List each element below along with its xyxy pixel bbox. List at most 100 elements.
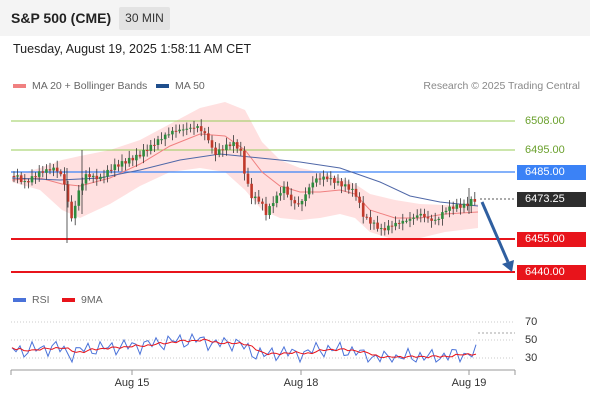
candle-body <box>372 222 376 224</box>
candle-body <box>369 217 372 224</box>
candle-body <box>138 154 142 157</box>
candle-body <box>253 196 257 199</box>
candle-body <box>383 228 387 231</box>
candle-body <box>41 171 45 173</box>
candle-body <box>171 130 174 135</box>
candle-body <box>361 202 365 217</box>
candle-body <box>340 181 343 187</box>
candle-body <box>257 196 261 202</box>
candle-body <box>354 188 358 197</box>
legend-rsi: RSI <box>13 294 50 306</box>
candle-body <box>430 218 433 221</box>
candle-body <box>135 154 138 161</box>
candle-body <box>293 200 297 204</box>
candle-body <box>109 169 113 171</box>
current-price-label: 6473.25 <box>517 192 586 207</box>
candle-body <box>174 130 178 132</box>
date-label-aug18: Aug 18 <box>283 377 319 389</box>
rsi-30-label: 30 <box>525 352 538 364</box>
candle-body <box>462 203 466 208</box>
candle-body <box>412 217 415 219</box>
candle-body <box>59 171 63 175</box>
candle-body <box>289 194 293 201</box>
candle-body <box>261 201 264 204</box>
candle-body <box>441 212 444 219</box>
rsi-line <box>11 332 477 364</box>
candle-body <box>167 134 171 136</box>
chart-header <box>0 0 590 36</box>
legend-rsi-label: RSI <box>32 294 50 306</box>
date-label-aug19: Aug 19 <box>451 377 487 389</box>
candle-body <box>437 218 441 220</box>
candle-body <box>214 147 217 155</box>
candle-body <box>282 186 286 194</box>
candle-body <box>408 218 412 221</box>
candle-body <box>473 198 477 202</box>
candle-body <box>55 167 59 172</box>
candle-body <box>210 140 214 148</box>
candle-body <box>347 184 351 190</box>
candle-body <box>181 129 185 131</box>
candle-body <box>390 225 394 227</box>
candle-body <box>232 142 235 147</box>
legend-swatch-rsi-ma <box>62 298 75 302</box>
candle-body <box>95 175 99 180</box>
candle-body <box>358 196 361 203</box>
candle-body <box>322 176 325 180</box>
legend-rsi-ma: 9MA <box>62 294 103 306</box>
legend-rsi-ma-label: 9MA <box>81 294 103 306</box>
candle-body <box>113 164 117 171</box>
candle-body <box>268 206 271 216</box>
legend-bollinger: MA 20 + Bollinger Bands <box>13 80 147 92</box>
copyright-text: Research © 2025 Trading Central <box>423 80 580 92</box>
candle-body <box>77 190 81 206</box>
candle-body <box>333 178 336 183</box>
candle-body <box>30 176 34 183</box>
candle-body <box>12 176 16 177</box>
candle-body <box>149 144 153 151</box>
candle-body <box>145 150 149 152</box>
candle-body <box>264 203 268 216</box>
candle-body <box>48 169 52 171</box>
candle-body <box>451 206 455 209</box>
candle-body <box>124 161 127 164</box>
rsi-50-label: 50 <box>525 334 538 346</box>
ma20-line <box>11 133 479 219</box>
candle-body <box>444 210 448 213</box>
candle-body <box>466 203 469 207</box>
candle-body <box>318 178 322 180</box>
candle-body <box>415 215 419 218</box>
candle-body <box>153 144 156 146</box>
candle-body <box>221 149 225 151</box>
timeframe-button[interactable]: 30 MIN <box>119 7 170 30</box>
candle-body <box>297 203 300 205</box>
candle-body <box>275 195 279 204</box>
legend-bollinger-label: MA 20 + Bollinger Bands <box>32 80 148 92</box>
rsi-panel <box>11 321 515 364</box>
legend-swatch-rsi <box>13 298 26 302</box>
candle-body <box>376 222 379 229</box>
chart-datetime: Tuesday, August 19, 2025 1:58:11 AM CET <box>13 42 252 56</box>
candle-body <box>343 184 347 187</box>
rsi-ma-line <box>11 338 477 359</box>
rsi-70-label: 70 <box>525 316 538 328</box>
candle-body <box>66 184 70 202</box>
candle-body <box>225 144 228 151</box>
candle-body <box>419 213 423 216</box>
candle-body <box>250 183 253 199</box>
legend-swatch-bollinger <box>13 84 26 88</box>
candle-body <box>70 201 73 219</box>
candle-body <box>156 139 160 146</box>
candle-body <box>279 193 282 196</box>
instrument-title: S&P 500 (CME) <box>11 10 112 26</box>
candle-body <box>91 175 95 178</box>
candle-body <box>433 219 437 221</box>
candle-body <box>37 171 41 177</box>
candle-body <box>307 187 311 195</box>
candle-body <box>315 178 318 183</box>
candle-body <box>405 220 408 222</box>
candle-body <box>311 182 315 188</box>
legend-ma50: MA 50 <box>156 80 205 92</box>
candle-body <box>351 188 354 190</box>
